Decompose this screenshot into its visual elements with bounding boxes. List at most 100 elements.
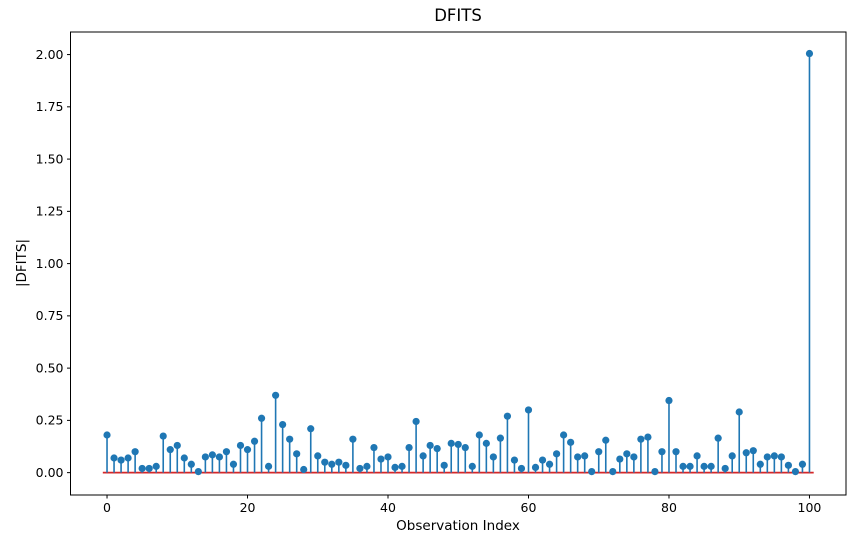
y-tick-label: 1.25 bbox=[36, 204, 64, 219]
x-axis-label: Observation Index bbox=[396, 518, 520, 534]
stem-marker bbox=[433, 444, 441, 453]
stem-marker bbox=[201, 453, 209, 461]
stem-marker bbox=[173, 441, 181, 450]
stem-marker bbox=[110, 454, 118, 462]
stem-marker bbox=[131, 448, 139, 456]
stem-marker bbox=[742, 449, 750, 457]
stem-marker bbox=[489, 453, 497, 461]
stem-marker bbox=[370, 443, 378, 452]
stem-marker bbox=[222, 448, 231, 456]
stem-marker bbox=[658, 448, 666, 456]
stem-marker bbox=[342, 461, 350, 469]
stem-marker bbox=[595, 448, 603, 456]
x-tick-label: 60 bbox=[521, 500, 537, 515]
stem-marker bbox=[243, 446, 252, 454]
stem-marker bbox=[447, 439, 455, 447]
stem-marker bbox=[714, 434, 722, 442]
stem-marker bbox=[454, 440, 462, 449]
stem-marker bbox=[314, 452, 322, 460]
stem-marker bbox=[328, 460, 336, 468]
stem-marker bbox=[208, 451, 216, 459]
stem-marker bbox=[749, 447, 757, 455]
stem-marker bbox=[756, 460, 764, 468]
stem-marker bbox=[510, 456, 519, 464]
stem-marker bbox=[777, 453, 785, 461]
y-tick-label: 0.00 bbox=[36, 465, 64, 480]
stem-marker bbox=[138, 464, 146, 473]
stem-marker bbox=[672, 448, 680, 456]
stem-marker bbox=[419, 452, 427, 460]
stem-marker bbox=[145, 464, 153, 473]
stem-marker bbox=[194, 467, 202, 476]
stem-marker bbox=[538, 456, 547, 464]
stem-marker bbox=[651, 467, 659, 476]
stem-marker bbox=[215, 453, 224, 461]
stem-marker bbox=[180, 454, 188, 462]
stem-marker bbox=[560, 431, 568, 439]
stem-marker bbox=[335, 458, 343, 466]
stem-marker bbox=[700, 462, 708, 470]
y-tick-label: 0.25 bbox=[36, 413, 64, 428]
stem-marker bbox=[152, 462, 160, 470]
stem-marker bbox=[503, 412, 512, 420]
stem-marker bbox=[728, 452, 736, 460]
stem-marker bbox=[545, 460, 554, 468]
stem-marker bbox=[264, 462, 273, 470]
y-tick-label: 0.75 bbox=[36, 308, 64, 323]
stem-marker bbox=[468, 462, 476, 470]
plot-border bbox=[70, 31, 847, 496]
y-tick-label: 1.00 bbox=[36, 256, 64, 271]
stem-marker bbox=[257, 414, 266, 422]
stem-marker bbox=[524, 406, 533, 414]
stem-marker bbox=[440, 461, 448, 469]
stem-marker bbox=[187, 460, 195, 468]
y-axis-label: |DFITS| bbox=[14, 238, 30, 288]
x-tick-label: 0 bbox=[103, 500, 111, 515]
stem-marker bbox=[279, 420, 287, 429]
stem-marker bbox=[461, 443, 469, 452]
stem-marker bbox=[623, 450, 631, 458]
stem-marker bbox=[798, 460, 807, 468]
stem-marker bbox=[707, 462, 715, 470]
stem-marker bbox=[384, 453, 392, 461]
stem-marker bbox=[286, 435, 294, 443]
stem-marker bbox=[321, 458, 329, 466]
stem-marker bbox=[637, 435, 645, 443]
stem-marker bbox=[103, 431, 111, 439]
x-tick-label: 100 bbox=[798, 500, 822, 515]
x-tick-label: 80 bbox=[661, 500, 677, 515]
stem-marker bbox=[412, 417, 420, 426]
stem-marker bbox=[349, 435, 357, 443]
stem-marker bbox=[426, 441, 434, 450]
stem-marker bbox=[531, 463, 540, 472]
stem-marker bbox=[574, 453, 582, 461]
x-tick-label: 20 bbox=[240, 500, 256, 515]
stem-marker bbox=[475, 431, 483, 439]
y-tick-label: 1.50 bbox=[36, 151, 64, 166]
stem-marker bbox=[552, 450, 561, 458]
chart-title: DFITS bbox=[434, 6, 482, 25]
stem-marker bbox=[398, 462, 406, 470]
stem-marker bbox=[616, 455, 624, 463]
stem-marker bbox=[602, 436, 610, 444]
stem-marker bbox=[693, 452, 701, 460]
stem-marker bbox=[665, 396, 673, 405]
stem-marker bbox=[236, 441, 245, 450]
stem-marker bbox=[805, 49, 814, 58]
stem-marker bbox=[159, 432, 167, 440]
stem-marker bbox=[679, 462, 687, 470]
stem-marker bbox=[517, 464, 526, 473]
stem-marker bbox=[405, 443, 413, 452]
stem-marker bbox=[581, 452, 589, 460]
y-tick-label: 0.50 bbox=[36, 360, 64, 375]
stem-marker bbox=[721, 464, 729, 473]
stem-marker bbox=[307, 425, 315, 433]
stem-marker bbox=[124, 454, 132, 462]
stem-marker bbox=[791, 467, 800, 476]
stem-marker bbox=[229, 460, 238, 468]
stem-marker bbox=[735, 408, 743, 416]
stem-marker bbox=[644, 433, 652, 441]
stem-marker bbox=[363, 462, 371, 470]
